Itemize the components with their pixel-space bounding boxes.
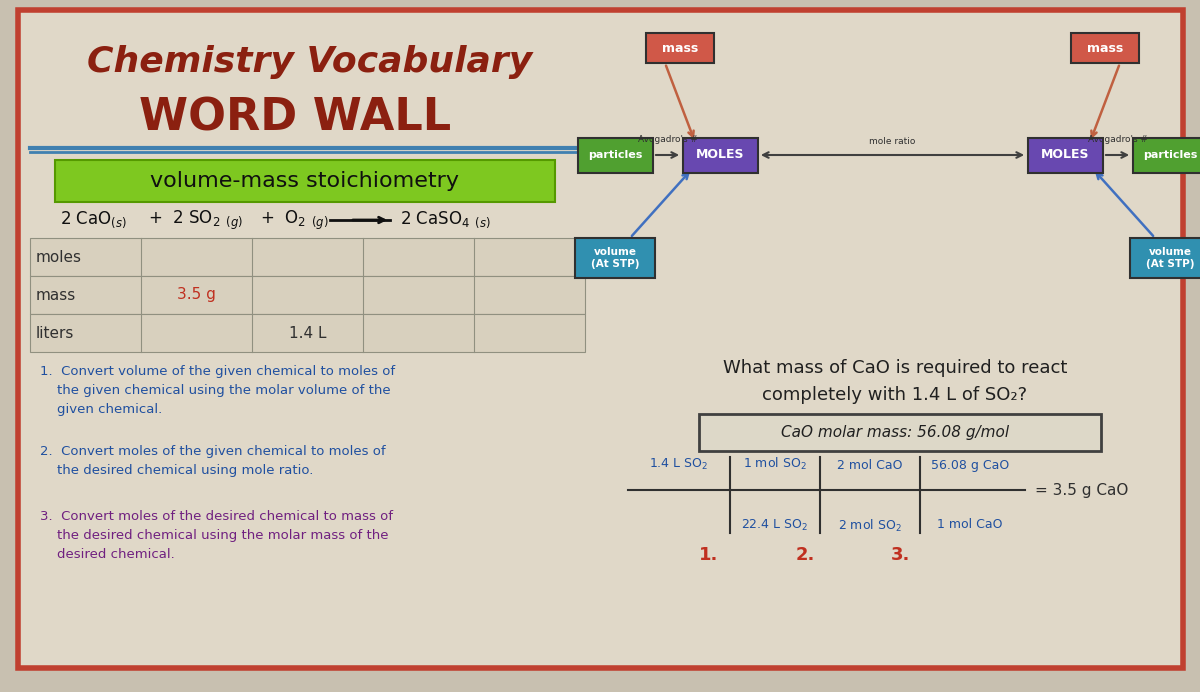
Text: MOLES: MOLES	[696, 149, 744, 161]
Text: What mass of CaO is required to react: What mass of CaO is required to react	[722, 359, 1067, 377]
Text: mass: mass	[1087, 42, 1123, 55]
Text: WORD WALL: WORD WALL	[139, 96, 451, 140]
FancyBboxPatch shape	[646, 33, 714, 63]
Text: 1.4 L SO$_2$: 1.4 L SO$_2$	[649, 457, 709, 472]
Text: volume
(At STP): volume (At STP)	[1146, 247, 1194, 268]
FancyBboxPatch shape	[30, 276, 586, 314]
Text: volume
(At STP): volume (At STP)	[590, 247, 640, 268]
FancyBboxPatch shape	[575, 238, 655, 278]
Text: 3.: 3.	[890, 546, 910, 564]
Text: 1 mol SO$_2$: 1 mol SO$_2$	[743, 456, 806, 472]
Text: volume-mass stoichiometry: volume-mass stoichiometry	[150, 171, 460, 191]
Text: Avogadro's #: Avogadro's #	[637, 134, 697, 143]
Text: Chemistry Vocabulary: Chemistry Vocabulary	[88, 45, 533, 79]
Text: MOLES: MOLES	[1040, 149, 1090, 161]
Text: mass: mass	[36, 287, 77, 302]
Text: 3.  Convert moles of the desired chemical to mass of
    the desired chemical us: 3. Convert moles of the desired chemical…	[40, 510, 394, 561]
Text: 1.4 L: 1.4 L	[289, 325, 326, 340]
Text: CaO molar mass: 56.08 g/mol: CaO molar mass: 56.08 g/mol	[781, 425, 1009, 440]
Text: particles: particles	[588, 150, 642, 160]
Text: 1.: 1.	[700, 546, 719, 564]
FancyBboxPatch shape	[1027, 138, 1103, 172]
Text: completely with 1.4 L of SO₂?: completely with 1.4 L of SO₂?	[762, 386, 1027, 404]
FancyBboxPatch shape	[1072, 33, 1139, 63]
FancyBboxPatch shape	[698, 414, 1102, 451]
Text: 22.4 L SO$_2$: 22.4 L SO$_2$	[742, 518, 809, 533]
Text: 2.  Convert moles of the given chemical to moles of
    the desired chemical usi: 2. Convert moles of the given chemical t…	[40, 445, 385, 477]
Text: +  O$_2$ $_{(g)}$: + O$_2$ $_{(g)}$	[260, 208, 329, 232]
Text: moles: moles	[36, 250, 82, 264]
Text: mole ratio: mole ratio	[869, 136, 916, 145]
FancyBboxPatch shape	[1133, 138, 1200, 172]
FancyBboxPatch shape	[55, 160, 554, 202]
FancyBboxPatch shape	[30, 238, 586, 276]
FancyBboxPatch shape	[1130, 238, 1200, 278]
Text: 56.08 g CaO: 56.08 g CaO	[931, 459, 1009, 472]
Text: 2 CaO$_{(s)}$: 2 CaO$_{(s)}$	[60, 210, 127, 230]
FancyBboxPatch shape	[30, 314, 586, 352]
Text: 2 mol CaO: 2 mol CaO	[838, 459, 902, 472]
Text: mass: mass	[662, 42, 698, 55]
Text: 2.: 2.	[796, 546, 815, 564]
Text: 2 mol SO$_2$: 2 mol SO$_2$	[838, 518, 902, 534]
Text: Avogadro's #: Avogadro's #	[1087, 134, 1147, 143]
FancyBboxPatch shape	[577, 138, 653, 172]
Text: particles: particles	[1142, 150, 1198, 160]
Text: 2 CaSO$_4$ $_{(s)}$: 2 CaSO$_4$ $_{(s)}$	[400, 210, 491, 230]
Text: liters: liters	[36, 325, 74, 340]
FancyBboxPatch shape	[18, 10, 1183, 668]
Text: +  2 SO$_2$ $_{(g)}$: + 2 SO$_2$ $_{(g)}$	[148, 208, 242, 232]
FancyBboxPatch shape	[683, 138, 757, 172]
Text: 3.5 g: 3.5 g	[178, 287, 216, 302]
Text: = 3.5 g CaO: = 3.5 g CaO	[1034, 482, 1128, 498]
Text: 1 mol CaO: 1 mol CaO	[937, 518, 1003, 531]
Text: 1.  Convert volume of the given chemical to moles of
    the given chemical usin: 1. Convert volume of the given chemical …	[40, 365, 395, 416]
